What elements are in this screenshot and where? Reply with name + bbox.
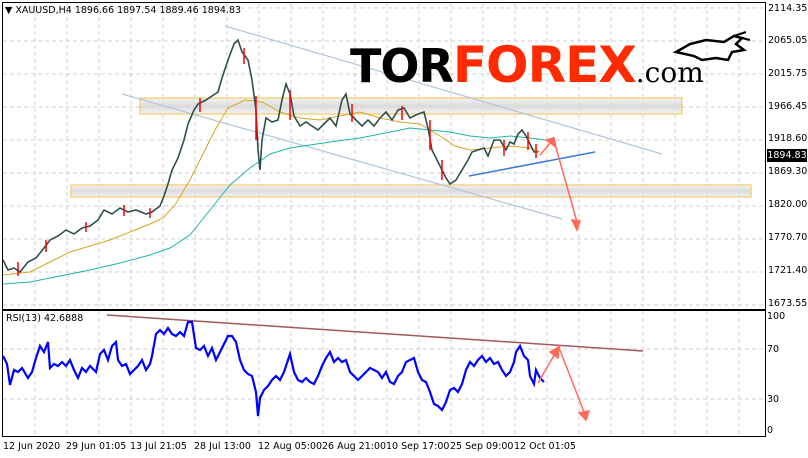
time-label: 13 Jul 21:05 [130,441,187,452]
price-label: 1770.70 [768,232,808,243]
time-label: 12 Aug 05:00 [258,441,323,452]
channel-upper-line[interactable] [224,25,663,155]
price-label: 1869.30 [768,166,808,177]
collapse-triangle-icon[interactable]: ▼ [5,5,13,16]
ma-fast-line [2,99,541,276]
chart-title: ▼ XAUUSD,H4 1896.66 1897.54 1889.46 1894… [5,5,241,16]
symbol-ohlc: XAUUSD,H4 1896.66 1897.54 1889.46 1894.8… [15,5,242,16]
rsi-level-label: 0 [767,425,774,436]
forecast-arrows [539,136,582,232]
time-label: 26 Aug 21:00 [322,441,387,452]
rsi-level-label: 70 [767,344,780,355]
price-chart-pane[interactable] [2,2,766,310]
rsi-grid [3,311,764,436]
price-label: 1673.55 [768,298,808,309]
price-label: 1918.60 [768,133,808,144]
rsi-title: RSI(13) 42.6888 [6,313,84,324]
price-label: 1820.00 [768,199,808,210]
time-label: 10 Sep 17:00 [386,441,450,452]
time-label: 12 Oct 01:05 [514,441,576,452]
bull-icon [672,31,751,62]
rsi-line [2,320,545,417]
price-label: 2015.75 [768,68,808,79]
time-label: 29 Jun 01:05 [66,441,127,452]
time-label: 25 Sep 09:00 [450,441,514,452]
price-label: 1721.40 [768,265,808,276]
time-label: 28 Jul 13:00 [194,441,251,452]
logo-com-text: .com [635,56,704,89]
logo-tor-text: TOR [350,39,454,93]
bear-candles [17,48,537,276]
price-label: 2065.05 [768,35,808,46]
rsi-forecast-arrows [537,344,591,422]
current-price-tag: 1894.83 [767,149,807,162]
torforex-logo: TORFOREX.com [350,36,704,100]
rsi-trendline[interactable] [106,314,644,352]
resistance-zone[interactable] [139,97,683,115]
ma-slow-line [2,127,546,285]
price-label: 2114.35 [768,3,808,14]
rising-support-line[interactable] [468,151,596,177]
price-candles [2,38,538,274]
price-label: 1966.45 [768,101,808,112]
support-zone[interactable] [70,184,752,198]
rsi-level-label: 30 [767,394,780,405]
logo-forex-text: FOREX [452,36,637,94]
channel-lower-line[interactable] [121,93,563,220]
rsi-level-label: 100 [767,311,786,322]
time-label: 12 Jun 2020 [3,441,61,452]
